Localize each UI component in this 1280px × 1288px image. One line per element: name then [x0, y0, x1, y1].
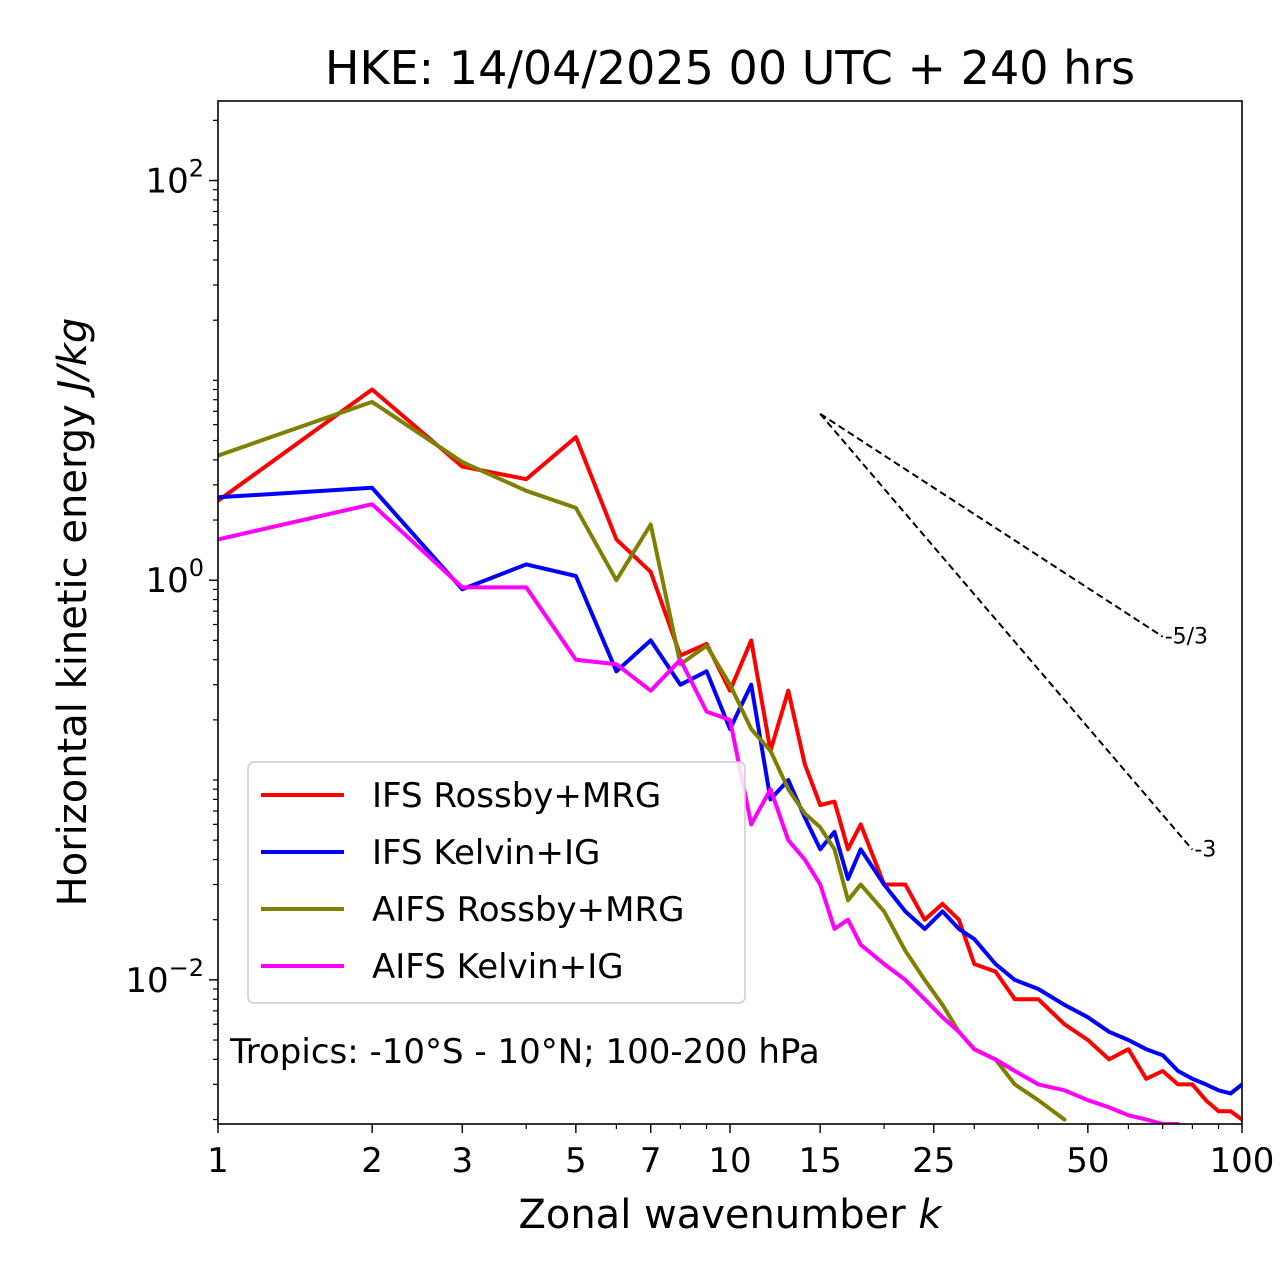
reference-slopes: -5/3 -3: [819, 412, 1216, 863]
x-tick-label: 50: [1066, 1141, 1109, 1181]
reference-slope-label: -5/3: [1165, 625, 1208, 650]
reference-slope-label: -3: [1194, 838, 1216, 863]
legend: IFS Rossby+MRG IFS Kelvin+IG AIFS Rossby+M…: [247, 761, 746, 1004]
chart-title: HKE: 14/04/2025 00 UTC + 240 hrs: [325, 41, 1135, 95]
region-annotation: Tropics: -10°S - 10°N; 100-200 hPa: [229, 1032, 820, 1072]
x-axis-ticks: 1 2 3 5 7 10 15 25 50 100: [207, 1124, 1274, 1181]
legend-label: AIFS Rossby+MRG: [372, 890, 684, 930]
legend-label: IFS Kelvin+IG: [372, 833, 600, 873]
x-tick-label: 10: [708, 1141, 751, 1181]
x-tick-label: 100: [1210, 1141, 1275, 1181]
x-tick-label: 5: [565, 1141, 587, 1181]
x-tick-label: 7: [640, 1141, 662, 1181]
series-line-ifs-kelvin-ig: [218, 485, 1242, 1096]
legend-label: IFS Rossby+MRG: [372, 776, 661, 816]
y-tick-label: 100: [145, 554, 204, 601]
series-line-ifs-rossby-mrg: [218, 387, 1242, 1122]
y-tick-label: 10−2: [125, 954, 204, 1001]
x-axis-label: Zonal wavenumber k: [518, 1192, 943, 1238]
reference-slope-line: [819, 412, 1164, 638]
x-tick-label: 2: [361, 1141, 383, 1181]
legend-label: AIFS Kelvin+IG: [372, 947, 624, 987]
x-tick-label: 3: [451, 1141, 473, 1181]
series-line-aifs-kelvin-ig: [218, 502, 1180, 1124]
x-tick-label: 15: [799, 1141, 842, 1181]
y-axis-ticks: 10−2 100 102: [125, 119, 218, 1121]
series-layer: [218, 387, 1242, 1124]
legend-box: [247, 761, 746, 1004]
y-axis-label: Horizontal kinetic energy J/kg: [50, 318, 96, 907]
y-tick-label: 102: [145, 155, 204, 202]
x-tick-label: 1: [207, 1141, 229, 1181]
reference-slope-line: [819, 413, 1194, 851]
plot-frame: [217, 100, 1243, 1125]
x-tick-label: 25: [912, 1141, 955, 1181]
